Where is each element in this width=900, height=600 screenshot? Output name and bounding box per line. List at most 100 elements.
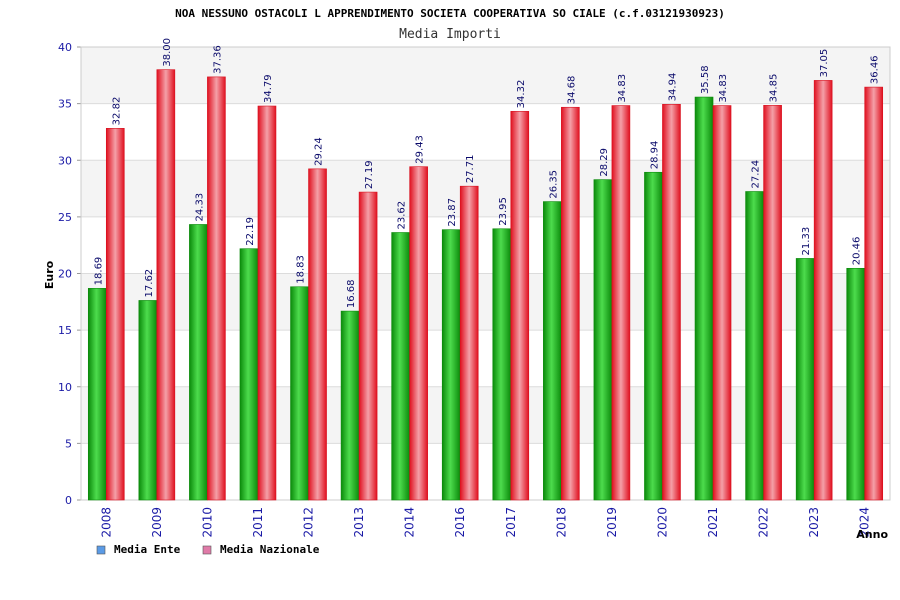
value-label-media-ente: 21.33: [801, 227, 812, 256]
y-axis-label: Euro: [43, 260, 56, 289]
bar-media-ente: [290, 286, 309, 501]
value-label-media-ente: 17.62: [144, 269, 155, 298]
value-label-media-nazionale: 29.24: [314, 137, 325, 166]
y-tick-label: 15: [58, 324, 72, 337]
bar-media-ente: [492, 228, 512, 501]
value-label-media-nazionale: 38.00: [162, 38, 173, 67]
bar-media-nazionale: [712, 105, 732, 501]
bar-media-nazionale: [561, 106, 580, 501]
legend-label-media-ente: Media Ente: [114, 543, 181, 556]
bar-media-nazionale: [156, 69, 176, 501]
value-label-media-ente: 22.19: [245, 217, 256, 246]
bar-media-nazionale: [763, 105, 782, 501]
plot-border: [80, 46, 891, 501]
value-label-media-nazionale: 34.32: [516, 80, 527, 109]
value-label-media-ente: 18.83: [296, 255, 307, 284]
bar-media-nazionale: [308, 168, 327, 501]
bar-media-nazionale: [813, 80, 833, 501]
y-tick-label: 25: [58, 211, 72, 224]
value-label-media-nazionale: 34.83: [617, 74, 628, 103]
bar-media-nazionale: [510, 111, 530, 501]
legend: Media Ente Media Nazionale: [96, 543, 320, 556]
value-label-media-ente: 20.46: [852, 237, 863, 266]
bar-media-ente: [846, 267, 866, 501]
value-label-media-nazionale: 34.83: [718, 74, 729, 103]
value-label-media-nazionale: 27.19: [364, 160, 375, 189]
value-label-media-ente: 23.62: [397, 201, 408, 230]
y-tick-label: 5: [65, 437, 72, 450]
x-tick-label: 2019: [605, 507, 619, 538]
bar-media-nazionale: [864, 86, 884, 501]
x-tick-label: 2010: [200, 507, 214, 538]
value-label-media-ente: 28.94: [649, 141, 660, 170]
y-tick-label: 30: [58, 154, 72, 167]
bar-media-nazionale: [207, 76, 226, 501]
value-label-media-ente: 18.69: [93, 257, 104, 286]
legend-label-media-nazionale: Media Nazionale: [220, 543, 320, 556]
bar-media-ente: [441, 229, 461, 501]
x-tick-label: 2023: [807, 507, 821, 538]
x-tick-label: 2013: [352, 507, 366, 538]
value-label-media-nazionale: 34.68: [566, 76, 577, 105]
bar-media-ente: [87, 288, 107, 501]
value-label-media-nazionale: 34.79: [263, 74, 274, 103]
x-tick-label: 2022: [757, 507, 771, 538]
chart-subtitle: Media Importi: [399, 27, 501, 42]
y-axis: 0 5 10 15 20 25 30 35 40: [58, 41, 891, 507]
x-axis: 2008 2009 2010 2011 2012 2013 2014 2016 2017 2018…: [99, 507, 871, 538]
x-tick-label: 2008: [99, 507, 113, 538]
value-label-media-ente: 35.58: [700, 65, 711, 94]
value-label-media-nazionale: 36.46: [870, 55, 881, 84]
x-tick-label: 2024: [858, 507, 872, 538]
value-label-media-nazionale: 32.82: [111, 97, 122, 126]
value-label-media-ente: 16.68: [346, 279, 357, 308]
bar-media-nazionale: [662, 104, 681, 501]
x-tick-label: 2009: [150, 507, 164, 538]
bar-media-ente: [138, 300, 158, 501]
value-label-media-ente: 23.87: [447, 198, 458, 227]
bar-media-ente: [694, 96, 714, 501]
value-label-media-ente: 27.24: [751, 160, 762, 189]
bar-media-ente: [189, 224, 208, 501]
bar-media-ente: [391, 232, 410, 501]
value-label-media-ente: 23.95: [498, 197, 509, 226]
y-tick-label: 0: [65, 494, 72, 507]
bar-media-ente: [593, 179, 613, 501]
bar-media-nazionale: [611, 105, 631, 501]
x-tick-label: 2012: [302, 507, 316, 538]
x-tick-label: 2021: [706, 507, 720, 538]
x-tick-label: 2020: [655, 507, 669, 538]
value-label-media-nazionale: 27.71: [465, 155, 476, 184]
x-tick-label: 2018: [554, 507, 568, 538]
legend-swatch-media-ente: [96, 545, 106, 555]
bar-media-ente: [239, 248, 259, 501]
x-tick-label: 2016: [453, 507, 467, 538]
x-tick-label: 2017: [504, 507, 518, 538]
bar-media-ente: [644, 171, 663, 501]
value-label-media-ente: 28.29: [599, 148, 610, 177]
bar-media-nazionale: [358, 191, 378, 501]
x-axis-label: Anno: [856, 528, 888, 541]
bar-media-nazionale: [459, 185, 479, 501]
value-label-media-ente: 26.35: [548, 170, 559, 199]
bar-media-nazionale: [409, 166, 428, 501]
x-tick-label: 2011: [251, 507, 265, 538]
legend-swatch-media-nazionale: [202, 545, 212, 555]
value-label-media-nazionale: 37.05: [819, 49, 830, 78]
bar-media-nazionale: [105, 128, 125, 501]
value-label-media-ente: 24.33: [194, 193, 205, 222]
value-label-media-nazionale: 34.85: [769, 74, 780, 103]
value-label-media-nazionale: 37.36: [212, 45, 223, 74]
x-tick-label: 2014: [403, 507, 417, 538]
y-tick-label: 40: [58, 41, 72, 54]
bar-media-ente: [745, 191, 764, 501]
y-tick-label: 20: [58, 268, 72, 281]
bars: 18.69 32.82 17.62 38.00 24.33 37.36 22.19 34.79…: [87, 38, 884, 501]
value-label-media-nazionale: 29.43: [415, 135, 426, 164]
bar-media-nazionale: [257, 105, 277, 501]
y-tick-label: 35: [58, 98, 72, 111]
value-label-media-nazionale: 34.94: [667, 73, 678, 102]
y-tick-label: 10: [58, 381, 72, 394]
bar-media-ente: [340, 310, 360, 501]
